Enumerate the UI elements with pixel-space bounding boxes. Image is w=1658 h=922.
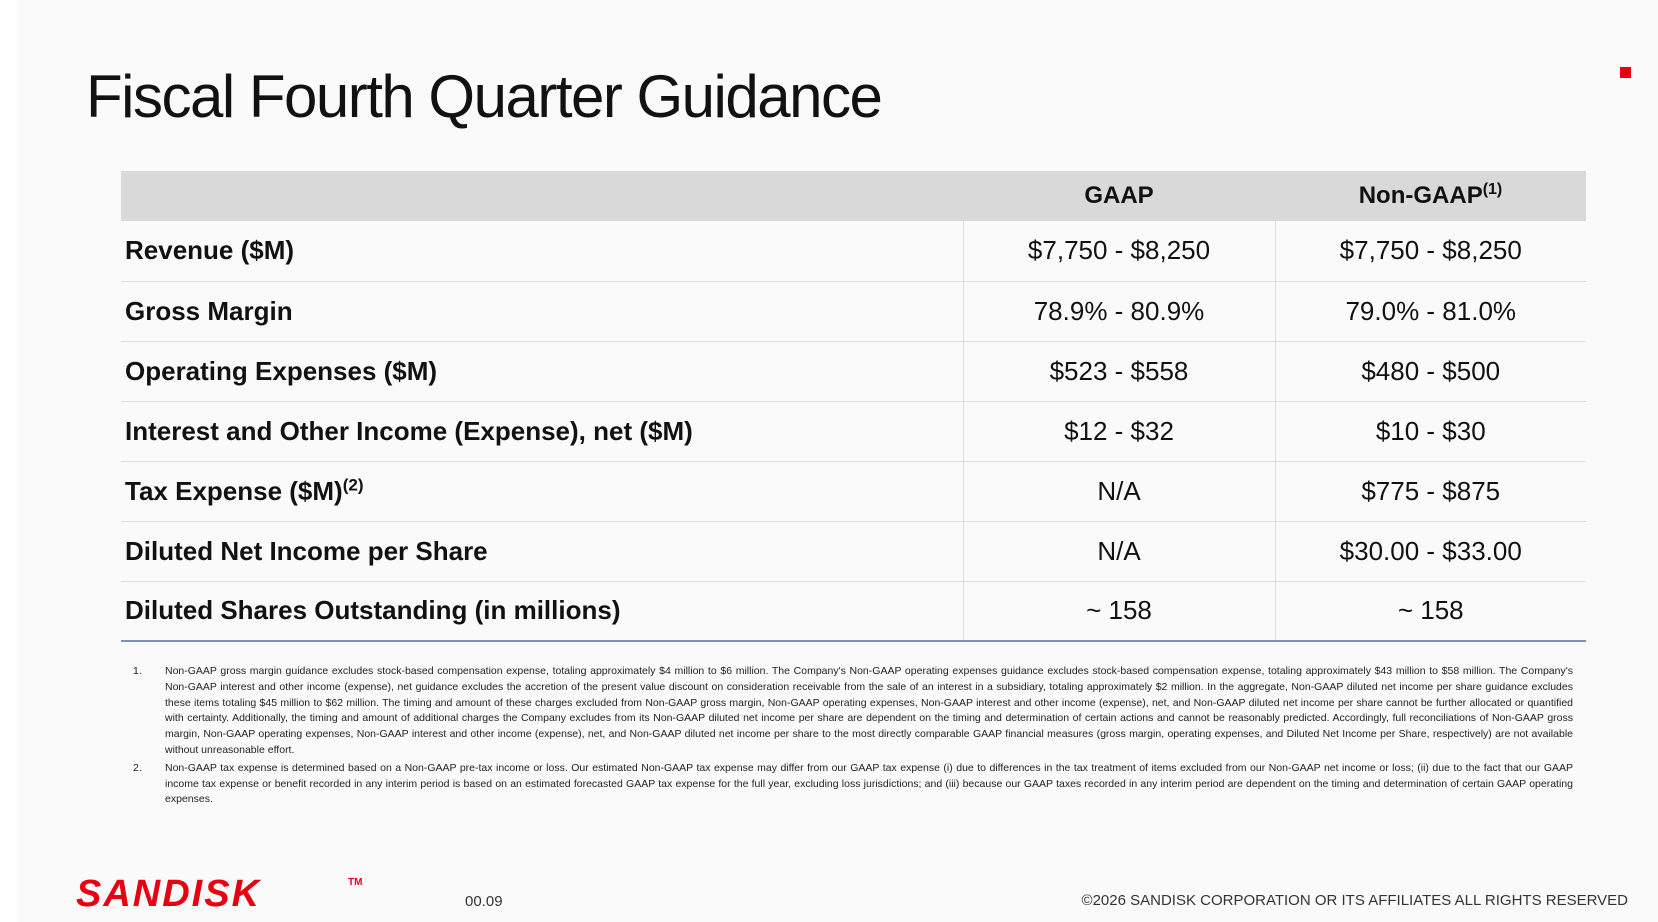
non-gaap-value: $7,750 - $8,250 — [1274, 221, 1586, 281]
metric-cell: Revenue ($M) — [121, 221, 963, 281]
non-gaap-value: $480 - $500 — [1274, 341, 1586, 401]
table-header-row: GAAP Non-GAAP(1) — [121, 171, 1586, 221]
footnote-number: 1. — [133, 665, 142, 677]
slide-number: 00.09 — [465, 893, 503, 910]
gaap-value: 78.9% - 80.9% — [962, 281, 1275, 341]
metric-label: Operating Expenses ($M) — [125, 355, 438, 386]
svg-text:SANDISK: SANDISK — [76, 873, 262, 913]
corner-accent-square — [1620, 67, 1631, 78]
metric-label: Gross Margin — [125, 295, 293, 326]
non-gaap-value: $10 - $30 — [1274, 401, 1586, 461]
gaap-value: N/A — [962, 461, 1275, 521]
metric-cell: Gross Margin — [121, 281, 963, 341]
table-row: Revenue ($M) $7,750 - $8,250 $7,750 - $8… — [121, 221, 1586, 281]
footnote-text: Non-GAAP tax expense is determined based… — [165, 761, 1573, 806]
header-metric — [121, 171, 963, 221]
non-gaap-value: $30.00 - $33.00 — [1274, 521, 1586, 581]
table-row: Interest and Other Income (Expense), net… — [121, 401, 1586, 461]
footnote-item: 1. Non-GAAP gross margin guidance exclud… — [133, 664, 1573, 759]
non-gaap-value: $775 - $875 — [1274, 461, 1586, 521]
header-non-gaap: Non-GAAP(1) — [1275, 171, 1586, 221]
footnote-item: 2. Non-GAAP tax expense is determined ba… — [133, 761, 1573, 808]
gaap-value: $523 - $558 — [962, 341, 1275, 401]
sandisk-logo: SANDISK TM — [76, 873, 362, 913]
footnote-number: 2. — [133, 761, 142, 774]
footnote-text: Non-GAAP gross margin guidance excludes … — [165, 665, 1573, 756]
metric-footnote: (2) — [342, 474, 364, 494]
metric-cell: Diluted Shares Outstanding (in millions) — [121, 581, 963, 641]
non-gaap-value: ~ 158 — [1274, 581, 1586, 641]
table-row: Gross Margin 78.9% - 80.9% 79.0% - 81.0% — [121, 281, 1586, 341]
gaap-value: $12 - $32 — [962, 401, 1275, 461]
metric-cell: Operating Expenses ($M) — [121, 341, 963, 401]
page-title: Fiscal Fourth Quarter Guidance — [86, 63, 883, 130]
header-gaap: GAAP — [1084, 182, 1154, 209]
header-non-gaap-label: Non-GAAP — [1358, 182, 1483, 209]
copyright-notice: ©2026 SANDISK CORPORATION OR ITS AFFILIA… — [1081, 892, 1628, 909]
header-non-gaap-footnote: (1) — [1482, 181, 1503, 198]
metric-cell: Tax Expense ($M)(2) — [121, 461, 963, 521]
gaap-value: $7,750 - $8,250 — [962, 221, 1275, 281]
metric-label: Revenue ($M) — [125, 235, 295, 266]
table-row: Diluted Net Income per Share N/A $30.00 … — [121, 521, 1586, 581]
metric-label: Diluted Net Income per Share — [125, 535, 488, 566]
slide: Fiscal Fourth Quarter Guidance GAAP Non-… — [18, 0, 1658, 922]
gaap-value: N/A — [962, 521, 1275, 581]
table-row: Diluted Shares Outstanding (in millions)… — [121, 581, 1586, 641]
footnotes-list: 1. Non-GAAP gross margin guidance exclud… — [133, 664, 1573, 810]
metric-cell: Diluted Net Income per Share — [121, 521, 963, 581]
metric-cell: Interest and Other Income (Expense), net… — [121, 401, 963, 461]
metric-label: Tax Expense ($M) — [125, 475, 343, 506]
table-row: Operating Expenses ($M) $523 - $558 $480… — [121, 341, 1586, 401]
svg-text:TM: TM — [348, 877, 362, 888]
non-gaap-value: 79.0% - 81.0% — [1274, 281, 1586, 341]
table-row: Tax Expense ($M)(2) N/A $775 - $875 — [121, 461, 1586, 521]
guidance-table: GAAP Non-GAAP(1) Revenue ($M) $7,750 - $… — [121, 171, 1586, 642]
gaap-value: ~ 158 — [962, 581, 1275, 641]
metric-label: Interest and Other Income (Expense), net… — [125, 415, 693, 446]
metric-label: Diluted Shares Outstanding (in millions) — [125, 595, 621, 626]
